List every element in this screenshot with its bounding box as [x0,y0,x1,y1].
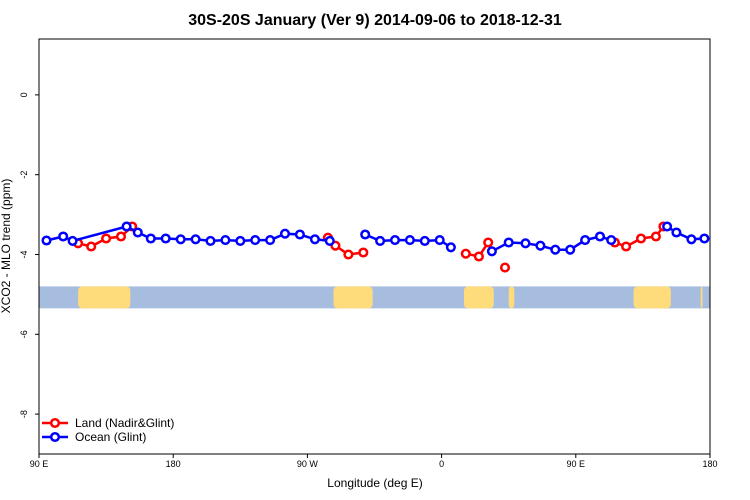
data-point [606,235,617,246]
x-tick-label: 180 [702,459,717,469]
data-point [503,237,514,248]
data-point [358,247,369,258]
data-point [175,234,186,245]
y-tick-label: -6 [19,330,29,338]
data-point [499,262,511,273]
data-point [58,231,69,242]
data-point [324,235,335,246]
series-ocean [41,221,710,257]
data-point [621,241,632,252]
legend: Land (Nadir&Glint)Ocean (Glint) [42,416,174,444]
data-point [580,235,591,246]
chart-title: 30S-20S January (Ver 9) 2014-09-06 to 20… [188,12,562,29]
data-point [686,234,697,245]
legend-label: Land (Nadir&Glint) [75,416,174,430]
data-point [67,235,78,246]
data-point [235,235,246,246]
data-point [309,234,320,245]
landmask-band [39,286,710,309]
x-axis: 90 E 180 90 W 0 90 E 180 [30,454,718,469]
y-tick-label: 0 [19,92,29,97]
data-point [145,233,156,244]
data-point [699,233,710,244]
ocean-band [39,286,710,309]
x-axis-label: Longitude (deg E) [327,476,422,490]
data-point [132,227,143,238]
land-patch [633,286,671,309]
data-point [190,234,201,245]
land-patch [333,286,373,309]
data-point [594,231,606,242]
data-point [473,251,484,262]
data-point [565,244,576,255]
data-point [220,235,231,246]
x-tick-label: 0 [439,459,444,469]
y-axis: 0 -2 -4 -6 -8 [19,92,39,418]
legend-marker [49,417,61,429]
data-point [671,227,682,238]
data-point [205,235,216,246]
data-point [486,246,497,257]
data-point [434,235,445,246]
data-point [520,238,531,249]
data-point [294,229,305,240]
data-point [41,235,52,246]
y-axis-label: XCO2 - MLO trend (ppm) [0,179,13,314]
data-point [445,242,456,253]
data-point [375,235,386,246]
y-tick-label: -8 [19,410,29,418]
data-point [101,233,112,244]
data-point [635,233,647,244]
land-patch [700,286,703,309]
x-tick-label: 90 W [297,459,319,469]
land-patch [508,286,515,309]
data-point [535,240,546,251]
data-point [160,233,171,244]
data-point [250,235,261,246]
y-tick-label: -2 [19,171,29,179]
legend-marker [49,431,61,443]
series-line [666,225,705,241]
data-point [389,235,401,246]
x-tick-label: 90 E [567,459,586,469]
data-point [404,235,415,246]
series-layer [41,221,710,273]
land-patch [78,286,131,309]
x-tick-label: 90 E [30,459,49,469]
data-point [115,231,127,242]
data-point [121,221,132,232]
plot-frame [38,38,711,455]
data-point [86,241,97,252]
data-point [460,248,471,259]
data-point [343,249,354,260]
series-land [73,221,669,273]
legend-label: Ocean (Glint) [75,430,146,444]
data-point [279,228,291,239]
x-tick-label: 180 [166,459,181,469]
land-patch [463,286,494,309]
data-point [483,237,494,248]
data-point [265,235,276,246]
y-tick-label: -4 [19,250,29,258]
data-point [662,221,673,232]
data-point [360,229,371,240]
data-point [650,231,661,242]
data-point [419,235,430,246]
data-point [550,244,561,255]
